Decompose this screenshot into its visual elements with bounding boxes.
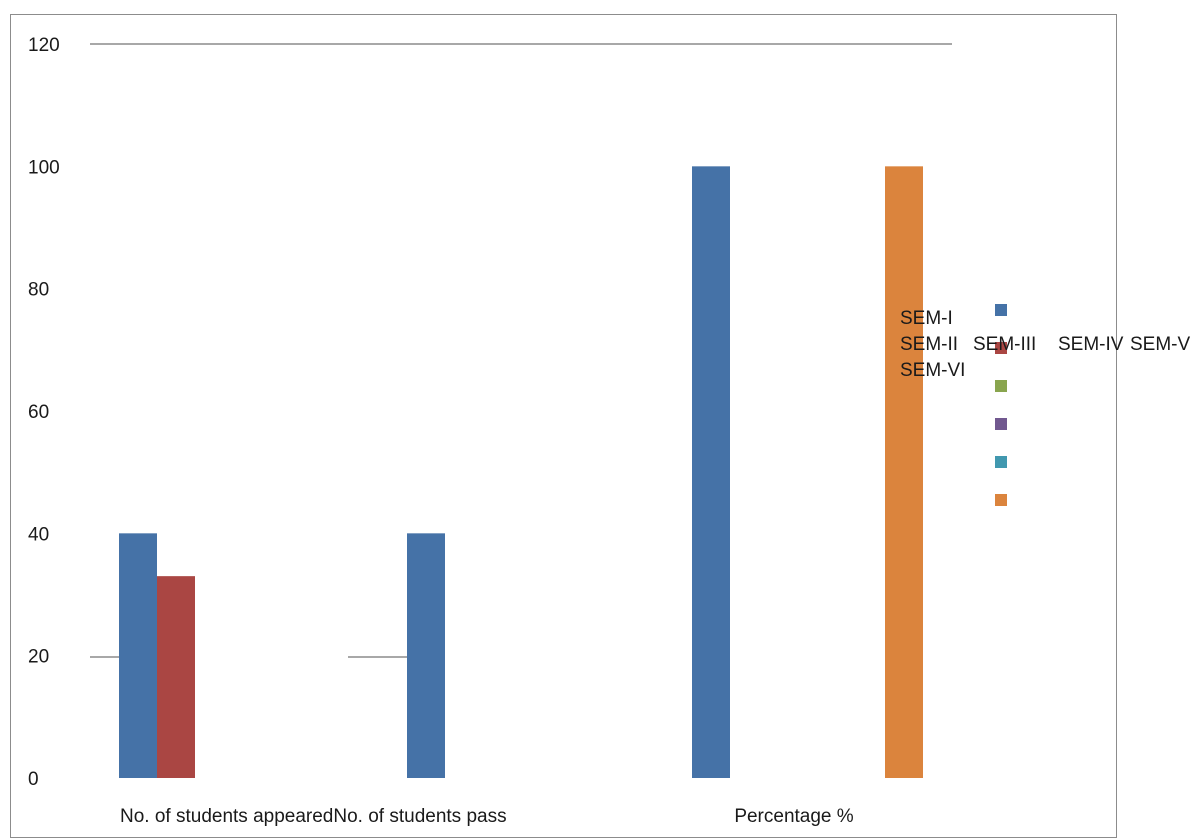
bar: [885, 166, 923, 779]
legend-label: SEM-II: [900, 334, 958, 355]
y-tick-label: 40: [28, 524, 49, 545]
x-category-label: No. of students appeared: [120, 806, 333, 827]
legend-marker: [995, 380, 1007, 392]
legend-label: SEM-VI: [900, 360, 965, 381]
y-tick-label: 100: [28, 157, 60, 178]
x-category-label: Percentage %: [734, 806, 853, 827]
decor-lines: [90, 43, 952, 658]
x-axis-categories: No. of students appeared No. of students …: [120, 806, 854, 827]
y-tick-label: 20: [28, 647, 49, 668]
legend-marker: [995, 456, 1007, 468]
chart-area: [10, 14, 1117, 838]
bar: [692, 166, 730, 779]
y-axis-ticks: 0 20 40 60 80 100 120: [28, 35, 60, 790]
legend-marker: [995, 304, 1007, 316]
legend-label: SEM-I: [900, 308, 953, 329]
bar: [407, 533, 445, 778]
bars: [119, 166, 923, 779]
y-tick-label: 0: [28, 769, 39, 790]
y-tick-label: 80: [28, 280, 49, 301]
legend-label: SEM-III: [973, 334, 1036, 355]
x-category-label: No. of students pass: [333, 806, 506, 827]
legend-label: SEM-V: [1130, 334, 1191, 355]
legend-label: SEM-IV: [1058, 334, 1124, 355]
bar: [119, 533, 157, 778]
legend-marker: [995, 342, 1007, 354]
legend: SEM-I SEM-II SEM-III SEM-IV SEM-V SEM-VI: [900, 304, 1191, 506]
y-tick-label: 120: [28, 35, 60, 56]
bar: [157, 576, 195, 778]
legend-marker: [995, 494, 1007, 506]
legend-marker: [995, 418, 1007, 430]
y-tick-label: 60: [28, 402, 49, 423]
